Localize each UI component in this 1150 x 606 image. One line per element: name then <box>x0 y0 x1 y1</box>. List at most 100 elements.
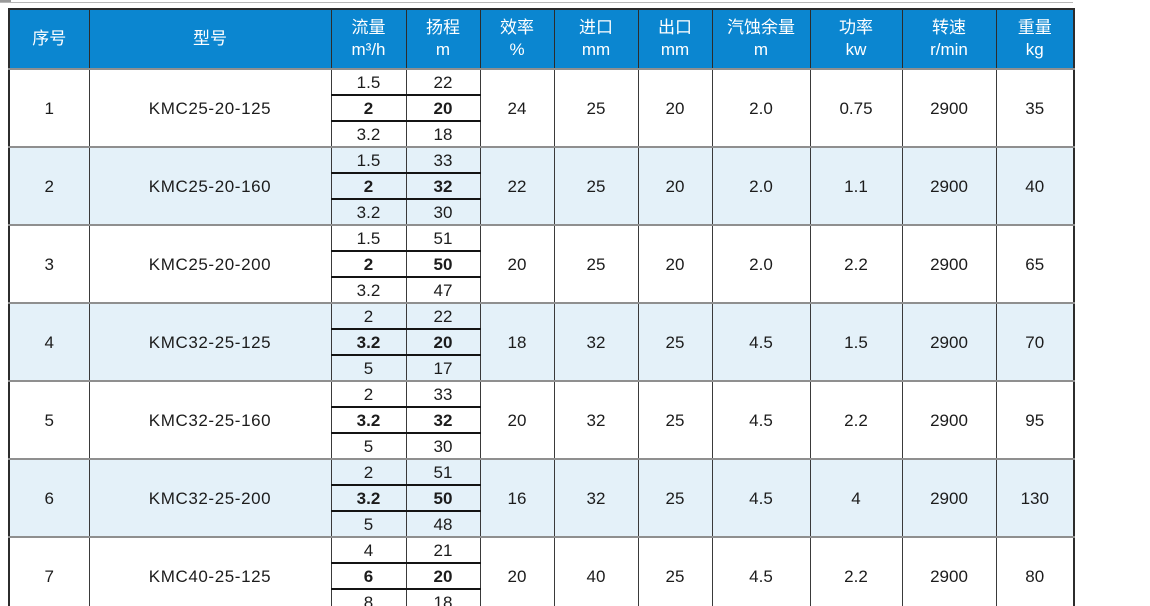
cell-efficiency: 16 <box>479 458 555 537</box>
spec-row-sub1: 2 KMC25-20-160 1.5 33 22 25 20 2.0 1.1 2… <box>8 146 1075 225</box>
cell-speed: 2900 <box>901 380 997 459</box>
cell-flow-low: 4 <box>330 536 407 564</box>
cell-model: KMC32-25-160 <box>88 380 332 459</box>
cell-serial: 7 <box>8 536 90 606</box>
cell-efficiency: 20 <box>479 380 555 459</box>
col-header-unit: kw <box>845 40 867 59</box>
cell-outlet: 25 <box>637 380 713 459</box>
col-header-label: 功率 <box>839 17 873 37</box>
spec-row-sub3: 5 48 <box>9 510 1074 538</box>
cell-flow-low: 2 <box>330 380 407 408</box>
col-header-efficiency: 效率% <box>479 8 555 70</box>
cell-flow-rated: 2 <box>330 94 407 122</box>
cell-flow-rated: 3.2 <box>330 328 407 356</box>
col-header-unit: r/min <box>930 40 968 59</box>
cell-serial: 2 <box>8 146 90 225</box>
col-header-label: 流量 <box>351 17 386 37</box>
col-header-label: 进口 <box>579 17 613 37</box>
cell-power: 2.2 <box>809 536 903 606</box>
col-header-outlet: 出口 mm <box>637 8 713 70</box>
cell-npsh: 4.5 <box>711 458 811 537</box>
cell-head-rated: 32 <box>405 406 481 434</box>
col-header-serial: 序号 <box>8 8 90 70</box>
col-header-unit: m <box>753 40 769 59</box>
cell-head-high: 18 <box>405 588 481 606</box>
col-header-unit: % <box>509 40 525 59</box>
cell-outlet: 25 <box>637 458 713 537</box>
spec-row-sub3: 3.2 30 <box>9 198 1074 226</box>
table-header: 序号 型号 流量 m³/h 扬程 m 效率% 进口 mm 出口 mm <box>8 8 1075 70</box>
cell-flow-high: 5 <box>330 432 407 460</box>
spec-row-sub3: 3.2 47 <box>9 276 1074 304</box>
cell-inlet: 25 <box>553 68 639 147</box>
cell-flow-low: 1.5 <box>330 224 407 252</box>
cell-flow-rated: 2 <box>330 172 407 200</box>
cell-flow-rated: 6 <box>330 562 407 590</box>
cell-weight: 35 <box>995 68 1075 147</box>
col-header-model: 型号 <box>88 8 332 70</box>
cell-power: 2.2 <box>809 224 903 303</box>
cell-speed: 2900 <box>901 68 997 147</box>
cell-flow-high: 8 <box>330 588 407 606</box>
cell-speed: 2900 <box>901 146 997 225</box>
cell-model: KMC25-20-160 <box>88 146 332 225</box>
cell-weight: 95 <box>995 380 1075 459</box>
cell-efficiency: 22 <box>479 146 555 225</box>
cell-head-rated: 20 <box>405 562 481 590</box>
cell-power: 2.2 <box>809 380 903 459</box>
cell-outlet: 20 <box>637 224 713 303</box>
cell-head-low: 21 <box>405 536 481 564</box>
spec-row-sub1: 3 KMC25-20-200 1.5 51 20 25 20 2.0 2.2 2… <box>8 224 1075 303</box>
col-header-power: 功率 kw <box>809 8 903 70</box>
col-header-label: 汽蚀余量 <box>727 17 795 37</box>
cell-flow-high: 5 <box>330 354 407 382</box>
cell-npsh: 4.5 <box>711 536 811 606</box>
cell-inlet: 25 <box>553 146 639 225</box>
cell-npsh: 2.0 <box>711 224 811 303</box>
spec-row-sub1: 5 KMC32-25-160 2 33 20 32 25 4.5 2.2 290… <box>8 380 1075 459</box>
cell-model: KMC25-20-200 <box>88 224 332 303</box>
spec-row-sub2-rated: 3.2 20 <box>9 328 1074 356</box>
cell-serial: 1 <box>8 68 90 147</box>
col-header-flow: 流量 m³/h <box>330 8 407 70</box>
cell-flow-rated: 2 <box>330 250 407 278</box>
cell-inlet: 32 <box>553 302 639 381</box>
cell-weight: 40 <box>995 146 1075 225</box>
cell-speed: 2900 <box>901 302 997 381</box>
cell-flow-low: 1.5 <box>330 146 407 174</box>
spec-row-sub2-rated: 3.2 50 <box>9 484 1074 512</box>
cell-efficiency: 24 <box>479 68 555 147</box>
cell-speed: 2900 <box>901 536 997 606</box>
spec-row-sub3: 5 30 <box>9 432 1074 460</box>
cell-inlet: 40 <box>553 536 639 606</box>
cell-power: 4 <box>809 458 903 537</box>
cell-head-low: 33 <box>405 146 481 174</box>
spec-row-sub1: 1 KMC25-20-125 1.5 22 24 25 20 2.0 0.75 … <box>8 68 1075 147</box>
col-header-unit: kg <box>1025 40 1044 59</box>
cell-head-rated: 32 <box>405 172 481 200</box>
cell-efficiency: 18 <box>479 302 555 381</box>
cell-head-high: 17 <box>405 354 481 382</box>
col-header-label: 重量 <box>1017 17 1052 37</box>
cell-head-rated: 50 <box>405 484 481 512</box>
spec-row-sub3: 3.2 18 <box>9 120 1074 148</box>
top-divider-line <box>0 2 1073 3</box>
cell-head-high: 18 <box>405 120 481 148</box>
cell-outlet: 25 <box>637 536 713 606</box>
top-corner-mark <box>0 0 11 3</box>
cell-head-rated: 50 <box>405 250 481 278</box>
cell-head-rated: 20 <box>405 94 481 122</box>
cell-head-high: 30 <box>405 432 481 460</box>
cell-flow-rated: 3.2 <box>330 406 407 434</box>
cell-serial: 3 <box>8 224 90 303</box>
cell-efficiency: 20 <box>479 536 555 606</box>
spec-row-sub2-rated: 2 50 <box>9 250 1074 278</box>
col-header-label: 扬程 <box>426 17 460 37</box>
cell-outlet: 20 <box>637 146 713 225</box>
cell-model: KMC32-25-125 <box>88 302 332 381</box>
spec-row-sub1: 7 KMC40-25-125 4 21 20 40 25 4.5 2.2 290… <box>8 536 1075 606</box>
cell-power: 0.75 <box>809 68 903 147</box>
cell-weight: 130 <box>995 458 1075 537</box>
spec-row-sub2-rated: 2 20 <box>9 94 1074 122</box>
